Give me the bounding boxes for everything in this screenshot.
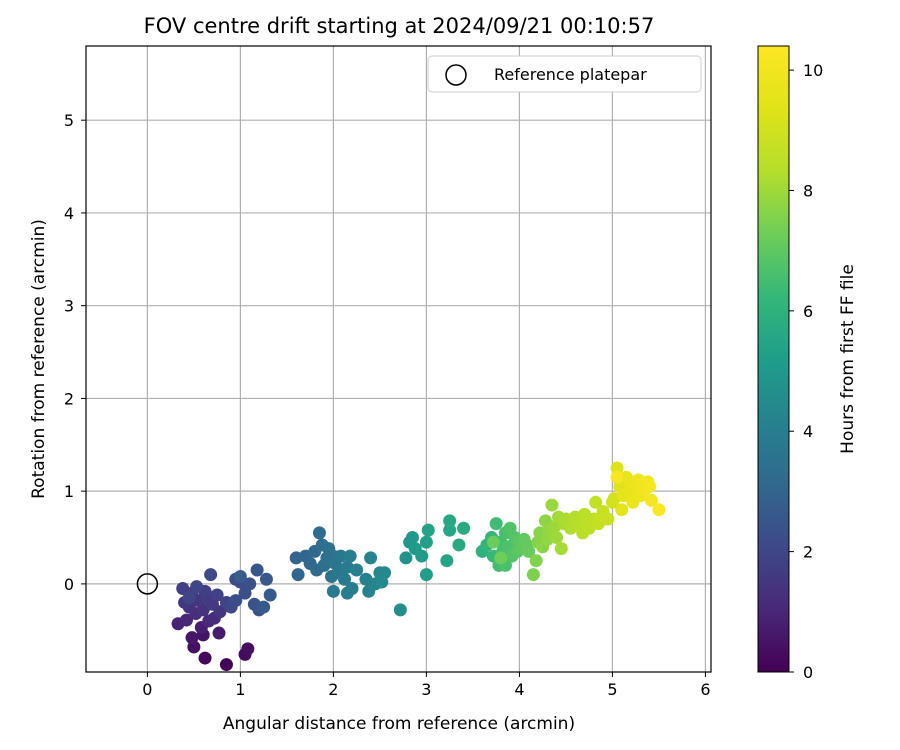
x-tick-label: 3 [421, 680, 431, 699]
x-tick-label: 4 [514, 680, 524, 699]
scatter-point [343, 549, 357, 563]
scatter-point [312, 526, 326, 540]
colorbar-tick-label: 2 [803, 543, 813, 562]
legend-marker-icon [445, 64, 467, 86]
scatter-point [176, 582, 190, 596]
plot-frame [85, 45, 712, 673]
scatter-point [529, 554, 543, 568]
scatter-point [185, 631, 199, 645]
colorbar-ticks: 0 2 4 6 8 10 [789, 61, 823, 682]
scatter-point [326, 584, 340, 598]
scatter-point [204, 568, 218, 582]
y-tick-label: 0 [64, 575, 74, 594]
scatter-point [229, 594, 243, 608]
grid-lines [86, 46, 711, 672]
scatter-point [233, 569, 247, 583]
y-axis-label: Rotation from reference (arcmin) [29, 219, 49, 499]
scatter-point [263, 588, 277, 602]
scatter-point [250, 563, 264, 577]
scatter-point [610, 461, 624, 475]
scatter-point [198, 651, 212, 665]
scatter-point [644, 493, 658, 507]
scatter-point [486, 535, 500, 549]
scatter-point [610, 470, 624, 484]
y-tick-label: 5 [64, 111, 74, 130]
x-tick-label: 5 [607, 680, 617, 699]
scatter-point [545, 498, 559, 512]
scatter-point [257, 600, 271, 614]
colorbar-tick-label: 4 [803, 422, 813, 441]
scatter-point [615, 503, 629, 517]
scatter-point [419, 568, 433, 582]
scatter-point [589, 495, 603, 509]
x-tick-label: 2 [328, 680, 338, 699]
scatter-point [210, 588, 224, 602]
scatter-point [554, 542, 568, 556]
scatter-point [241, 642, 255, 656]
x-axis-label: Angular distance from reference (arcmin) [223, 714, 575, 734]
scatter-point [375, 575, 389, 589]
scatter-point [494, 551, 508, 565]
x-tick-label: 1 [235, 680, 245, 699]
scatter-point [393, 603, 407, 617]
scatter-point [489, 517, 503, 531]
colorbar-tick-label: 6 [803, 302, 813, 321]
scatter-point [259, 572, 273, 586]
scatter-point [212, 626, 226, 640]
scatter-point [415, 549, 429, 563]
chart-title: FOV centre drift starting at 2024/09/21 … [144, 14, 655, 38]
scatter-point [526, 568, 540, 582]
scatter-point [443, 523, 457, 537]
scatter-point [334, 549, 348, 563]
scatter-point [419, 535, 433, 549]
scatter-point [643, 480, 657, 494]
scatter-point [219, 658, 233, 672]
x-tick-label: 6 [700, 680, 710, 699]
colorbar-gradient [757, 45, 790, 673]
scatter-point [601, 512, 615, 526]
colorbar-tick-label: 8 [803, 181, 813, 200]
scatter-point [243, 577, 257, 591]
data-points [171, 461, 666, 672]
scatter-point [522, 544, 536, 558]
scatter-point [182, 591, 196, 605]
scatter-point [190, 580, 204, 594]
scatter-point [345, 582, 359, 596]
colorbar: 0 2 4 6 8 10 Hours from first FF file [757, 45, 858, 682]
y-tick-label: 3 [64, 297, 74, 316]
legend-entry-reference-platepar: Reference platepar [494, 65, 647, 84]
scatter-point [440, 554, 454, 568]
scatter-point [421, 523, 435, 537]
scatter-point [291, 568, 305, 582]
scatter-point [405, 531, 419, 545]
scatter-point [443, 514, 457, 528]
scatter-point [452, 538, 466, 552]
scatter-point [338, 572, 352, 586]
scatter-point [399, 551, 413, 565]
scatter-point [550, 531, 564, 545]
legend-box [427, 55, 702, 93]
y-tick-label: 2 [64, 389, 74, 408]
x-tick-label: 0 [142, 680, 152, 699]
y-tick-label: 4 [64, 204, 74, 223]
colorbar-tick-label: 10 [803, 61, 823, 80]
y-axis-ticks: 0 1 2 3 4 5 [64, 111, 86, 594]
x-axis-ticks: 0 1 2 3 4 5 6 [142, 672, 711, 699]
legend: Reference platepar [427, 55, 702, 93]
scatter-point [364, 551, 378, 565]
reference-platepar-marker [136, 573, 159, 595]
scatter-point [179, 613, 193, 627]
y-tick-label: 1 [64, 482, 74, 501]
scatter-point [652, 503, 666, 517]
scatter-point [350, 563, 364, 577]
colorbar-label: Hours from first FF file [838, 264, 858, 454]
colorbar-tick-label: 0 [803, 663, 813, 682]
scatter-point [457, 521, 471, 535]
